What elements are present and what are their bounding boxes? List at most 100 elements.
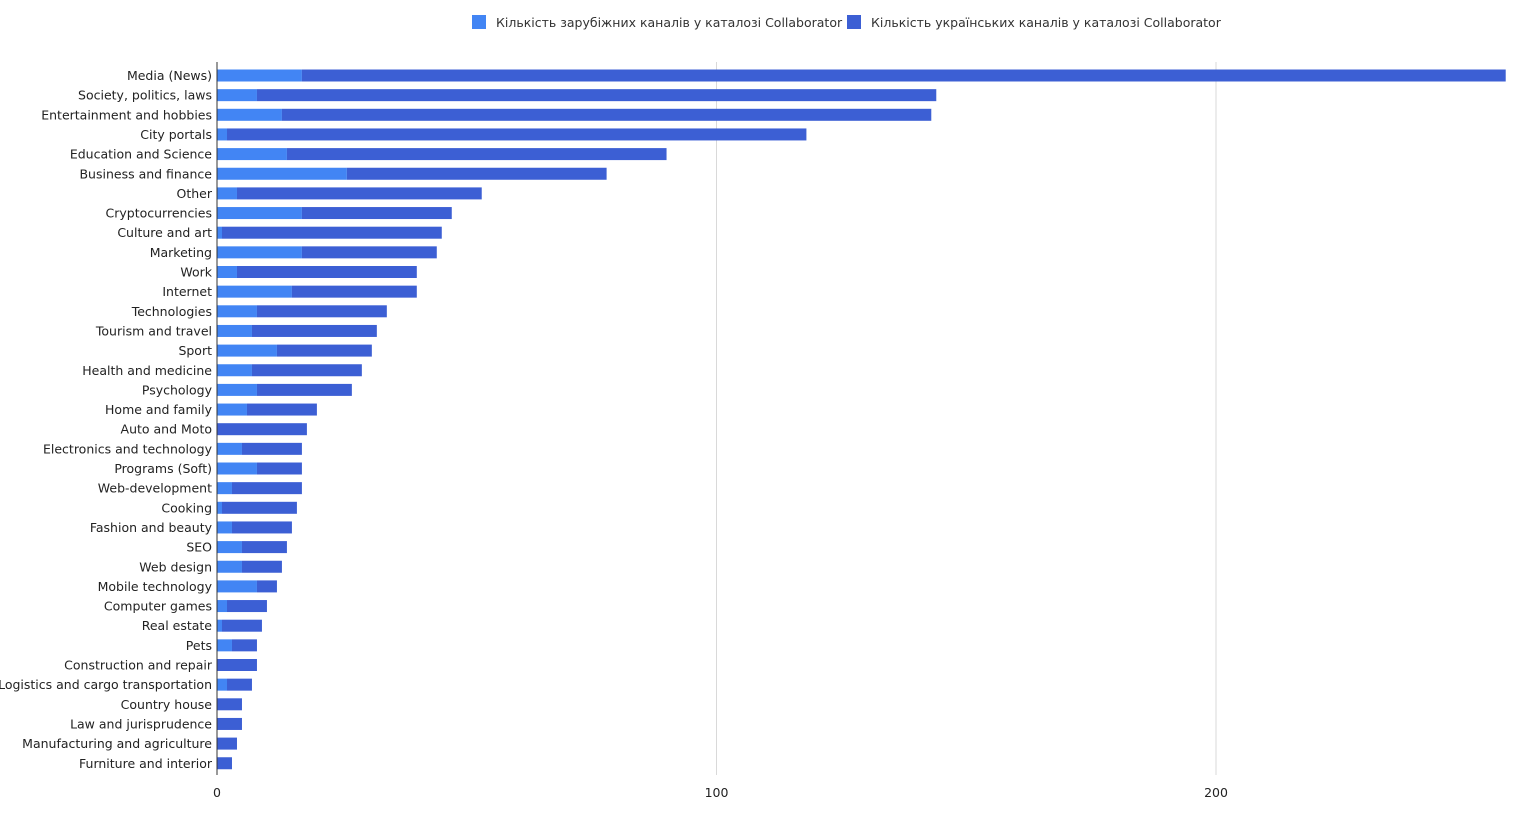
category-label: SEO bbox=[186, 540, 212, 555]
bar-ukrainian bbox=[221, 226, 442, 239]
category-label: Auto and Moto bbox=[121, 422, 212, 437]
legend-label-foreign: Кількість зарубіжних каналів у каталозі … bbox=[496, 15, 843, 30]
bar-ukrainian bbox=[231, 521, 292, 534]
x-tick-label: 100 bbox=[705, 785, 729, 800]
bar-foreign bbox=[217, 167, 347, 180]
x-axis-ticks: 0 100 200 bbox=[213, 785, 1228, 800]
bar-foreign bbox=[217, 246, 302, 259]
category-label: Psychology bbox=[142, 382, 213, 397]
bar-ukrainian bbox=[217, 659, 257, 671]
category-label: Education and Science bbox=[70, 147, 212, 162]
bar-ukrainian bbox=[301, 69, 1506, 82]
bar-foreign bbox=[217, 580, 257, 593]
bar-foreign bbox=[217, 501, 222, 514]
category-label: Internet bbox=[162, 284, 212, 299]
category-label: Country house bbox=[121, 697, 213, 712]
bar-foreign bbox=[217, 403, 247, 416]
bar-ukrainian bbox=[251, 364, 362, 377]
bar-ukrainian bbox=[281, 108, 932, 121]
bar-ukrainian bbox=[276, 344, 372, 357]
category-labels: Media (News) Society, politics, laws Enter… bbox=[0, 68, 213, 771]
bar-ukrainian bbox=[217, 423, 307, 436]
bar-ukrainian bbox=[226, 128, 807, 141]
bar-ukrainian bbox=[256, 89, 937, 102]
category-label: Technologies bbox=[131, 304, 212, 319]
legend-label-ukrainian: Кількість українських каналів у каталозі… bbox=[871, 15, 1222, 30]
bar-foreign bbox=[217, 148, 287, 161]
bar-foreign bbox=[217, 639, 232, 652]
category-label: Furniture and interior bbox=[79, 756, 213, 771]
category-label: Business and finance bbox=[79, 166, 212, 181]
bar-foreign bbox=[217, 482, 232, 495]
bar-ukrainian bbox=[301, 246, 437, 259]
bar-ukrainian bbox=[256, 580, 277, 593]
bar-ukrainian bbox=[236, 266, 417, 278]
bar-ukrainian bbox=[231, 482, 302, 495]
bar-foreign bbox=[217, 324, 252, 337]
category-label: Construction and repair bbox=[64, 658, 213, 673]
bar-foreign bbox=[217, 266, 237, 278]
category-label: Mobile technology bbox=[98, 579, 213, 594]
category-label: Electronics and technology bbox=[43, 441, 213, 456]
category-label: Media (News) bbox=[127, 68, 212, 83]
category-label: Work bbox=[180, 265, 212, 280]
bar-foreign bbox=[217, 462, 257, 475]
legend-swatch-foreign bbox=[472, 15, 486, 29]
bar-foreign bbox=[217, 128, 227, 141]
category-label: Culture and art bbox=[117, 225, 212, 240]
bar-foreign bbox=[217, 187, 237, 200]
bar-foreign bbox=[217, 305, 257, 318]
bar-ukrainian bbox=[251, 324, 377, 337]
category-label: Web design bbox=[139, 559, 212, 574]
bar-foreign bbox=[217, 226, 222, 239]
bar-ukrainian bbox=[256, 462, 302, 475]
x-tick-label: 0 bbox=[213, 785, 221, 800]
category-label: Programs (Soft) bbox=[114, 461, 212, 476]
bars bbox=[217, 69, 1506, 770]
bar-ukrainian bbox=[217, 717, 242, 730]
bar-ukrainian bbox=[231, 639, 257, 652]
bar-ukrainian bbox=[256, 305, 387, 318]
category-label: Fashion and beauty bbox=[90, 520, 213, 535]
category-label: Cooking bbox=[161, 500, 212, 515]
category-label: Home and family bbox=[105, 402, 213, 417]
bar-ukrainian bbox=[221, 501, 297, 514]
bar-ukrainian bbox=[241, 442, 302, 455]
bar-foreign bbox=[217, 108, 282, 121]
category-label: Web-development bbox=[98, 481, 212, 496]
category-label: Marketing bbox=[150, 245, 212, 260]
bar-ukrainian bbox=[217, 737, 237, 750]
gridlines bbox=[716, 62, 1217, 775]
category-label: Cryptocurrencies bbox=[106, 206, 213, 221]
bar-foreign bbox=[217, 383, 257, 396]
x-tick-label: 200 bbox=[1204, 785, 1228, 800]
bar-ukrainian bbox=[226, 678, 252, 691]
category-label: Pets bbox=[186, 638, 212, 653]
category-label: Logistics and cargo transportation bbox=[0, 677, 212, 692]
bar-foreign bbox=[217, 600, 227, 613]
bar-foreign bbox=[217, 541, 242, 554]
bar-ukrainian bbox=[217, 698, 242, 711]
category-label: Entertainment and hobbies bbox=[41, 107, 212, 122]
bar-foreign bbox=[217, 69, 302, 82]
category-label: Other bbox=[177, 186, 213, 201]
bar-foreign bbox=[217, 521, 232, 534]
bar-ukrainian bbox=[221, 619, 262, 632]
bar-ukrainian bbox=[346, 167, 607, 180]
category-label: Manufacturing and agriculture bbox=[22, 736, 212, 751]
bar-ukrainian bbox=[291, 285, 417, 298]
bar-ukrainian bbox=[236, 187, 482, 200]
category-label: Tourism and travel bbox=[95, 323, 212, 338]
bar-ukrainian bbox=[217, 757, 232, 770]
bar-foreign bbox=[217, 89, 257, 102]
bar-ukrainian bbox=[256, 383, 352, 396]
bar-foreign bbox=[217, 619, 222, 632]
bar-foreign bbox=[217, 678, 227, 691]
legend: Кількість зарубіжних каналів у каталозі … bbox=[472, 15, 1222, 30]
bar-foreign bbox=[217, 344, 277, 357]
bar-foreign bbox=[217, 364, 252, 377]
category-label: City portals bbox=[140, 127, 212, 142]
bar-ukrainian bbox=[286, 148, 667, 161]
bar-ukrainian bbox=[226, 600, 267, 613]
